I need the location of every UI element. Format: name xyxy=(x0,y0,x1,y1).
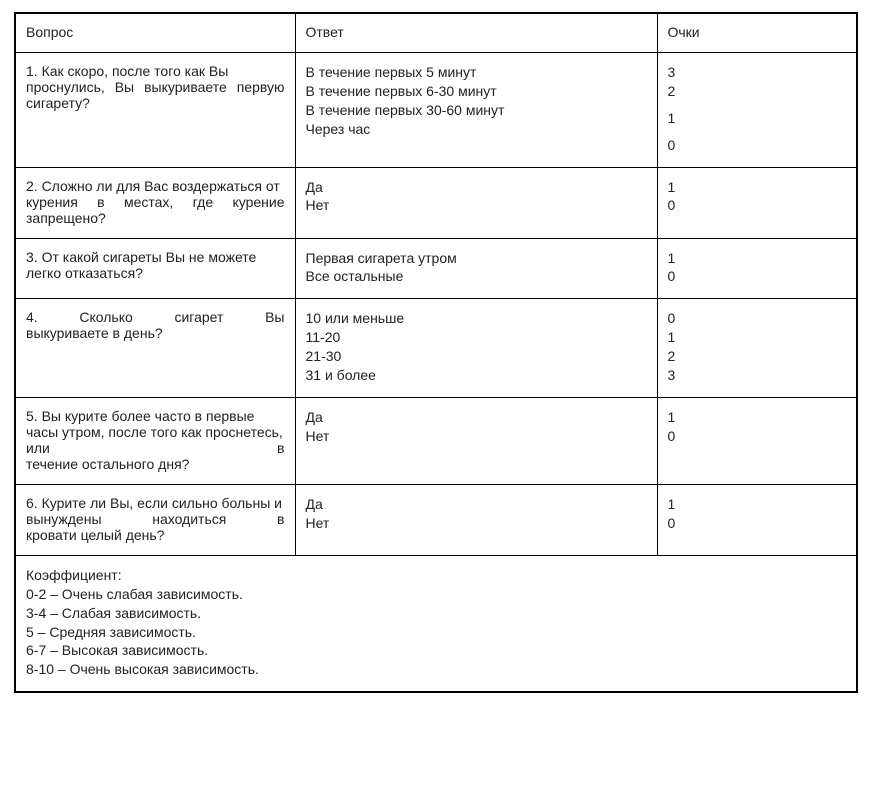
question-text-last: выкуриваете в день? xyxy=(26,325,285,341)
legend-line: Коэффициент: xyxy=(26,566,846,585)
answer-option: В течение первых 5 минут xyxy=(306,63,647,82)
question-text: 4. Сколько сигарет Вы xyxy=(26,309,285,325)
question-text: 1. Как скоро, после того как Вы проснули… xyxy=(26,63,285,95)
answer-cell: Первая сигарета утром Все остальные xyxy=(295,238,657,299)
answer-option: 10 или меньше xyxy=(306,309,647,328)
answer-option: 11-20 xyxy=(306,328,647,347)
answer-option: Нет xyxy=(306,196,647,215)
question-cell: 5. Вы курите более часто в первые часы у… xyxy=(15,397,295,484)
question-text: 5. Вы курите более часто в первые часы у… xyxy=(26,408,285,456)
answer-option: Через час xyxy=(306,120,647,139)
answer-cell: Да Нет xyxy=(295,484,657,555)
answer-cell: Да Нет xyxy=(295,397,657,484)
points-cell: 1 0 xyxy=(657,397,857,484)
question-cell: 4. Сколько сигарет Вы выкуриваете в день… xyxy=(15,299,295,398)
col-header-answer: Ответ xyxy=(295,13,657,53)
points-value: 1 xyxy=(668,408,847,427)
question-text: 3. От какой сигареты Вы не можете легко … xyxy=(26,249,256,281)
points-value: 0 xyxy=(668,267,847,286)
answer-option: Да xyxy=(306,495,647,514)
points-cell: 1 0 xyxy=(657,238,857,299)
table-row: 2. Сложно ли для Вас воздержаться от кур… xyxy=(15,167,857,238)
question-text-last: запрещено? xyxy=(26,210,285,226)
answer-option: Да xyxy=(306,178,647,197)
questionnaire-table: Вопрос Ответ Очки 1. Как скоро, после то… xyxy=(14,12,858,693)
table-row: 4. Сколько сигарет Вы выкуриваете в день… xyxy=(15,299,857,398)
answer-option: Нет xyxy=(306,514,647,533)
points-cell: 3 2 1 0 xyxy=(657,53,857,168)
table-row: 3. От какой сигареты Вы не можете легко … xyxy=(15,238,857,299)
legend-line: 5 – Средняя зависимость. xyxy=(26,623,846,642)
table-row: 5. Вы курите более часто в первые часы у… xyxy=(15,397,857,484)
points-cell: 1 0 xyxy=(657,167,857,238)
table-row: 6. Курите ли Вы, если сильно больны и вы… xyxy=(15,484,857,555)
legend-line: 0-2 – Очень слабая зависимость. xyxy=(26,585,846,604)
points-value: 0 xyxy=(668,514,847,533)
footer-row: Коэффициент: 0-2 – Очень слабая зависимо… xyxy=(15,555,857,692)
answer-cell: Да Нет xyxy=(295,167,657,238)
points-value: 3 xyxy=(668,63,847,82)
question-text-last: сигарету? xyxy=(26,95,285,111)
question-cell: 1. Как скоро, после того как Вы проснули… xyxy=(15,53,295,168)
points-value: 3 xyxy=(668,366,847,385)
table-header-row: Вопрос Ответ Очки xyxy=(15,13,857,53)
points-value: 1 xyxy=(668,249,847,268)
points-value: 1 xyxy=(668,495,847,514)
points-value: 0 xyxy=(668,427,847,446)
question-text-last: кровати целый день? xyxy=(26,527,285,543)
points-cell: 1 0 xyxy=(657,484,857,555)
points-value: 0 xyxy=(668,196,847,215)
question-cell: 2. Сложно ли для Вас воздержаться от кур… xyxy=(15,167,295,238)
question-text: 2. Сложно ли для Вас воздержаться от кур… xyxy=(26,178,285,210)
answer-cell: 10 или меньше 11-20 21-30 31 и более xyxy=(295,299,657,398)
points-value: 0 xyxy=(668,309,847,328)
answer-option: В течение первых 30-60 минут xyxy=(306,101,647,120)
answer-cell: В течение первых 5 минут В течение первы… xyxy=(295,53,657,168)
answer-option: 31 и более xyxy=(306,366,647,385)
coefficient-legend: Коэффициент: 0-2 – Очень слабая зависимо… xyxy=(15,555,857,692)
answer-option: Все остальные xyxy=(306,267,647,286)
points-value: 0 xyxy=(668,136,847,155)
question-cell: 6. Курите ли Вы, если сильно больны и вы… xyxy=(15,484,295,555)
points-cell: 0 1 2 3 xyxy=(657,299,857,398)
points-value: 2 xyxy=(668,82,847,101)
answer-option: Да xyxy=(306,408,647,427)
answer-option: Первая сигарета утром xyxy=(306,249,647,268)
legend-line: 6-7 – Высокая зависимость. xyxy=(26,641,846,660)
col-header-question: Вопрос xyxy=(15,13,295,53)
legend-line: 8-10 – Очень высокая зависимость. xyxy=(26,660,846,679)
points-value: 2 xyxy=(668,347,847,366)
question-text-last: течение остального дня? xyxy=(26,456,285,472)
question-text: 6. Курите ли Вы, если сильно больны и вы… xyxy=(26,495,285,527)
points-value: 1 xyxy=(668,178,847,197)
col-header-points: Очки xyxy=(657,13,857,53)
legend-line: 3-4 – Слабая зависимость. xyxy=(26,604,846,623)
table-row: 1. Как скоро, после того как Вы проснули… xyxy=(15,53,857,168)
answer-option: Нет xyxy=(306,427,647,446)
answer-option: 21-30 xyxy=(306,347,647,366)
answer-option: В течение первых 6-30 минут xyxy=(306,82,647,101)
points-value: 1 xyxy=(668,328,847,347)
question-cell: 3. От какой сигареты Вы не можете легко … xyxy=(15,238,295,299)
points-value: 1 xyxy=(668,109,847,128)
